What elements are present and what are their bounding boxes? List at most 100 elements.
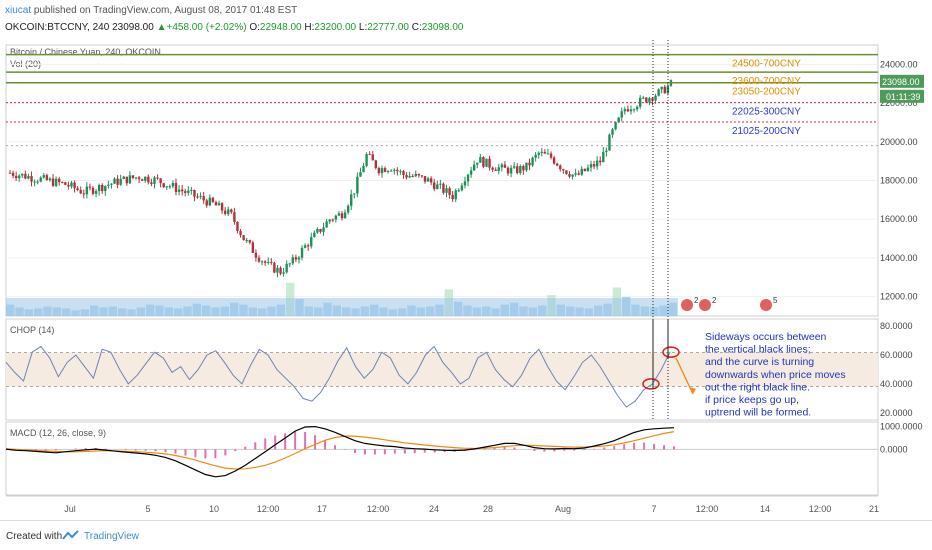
event-marker-icon (681, 299, 693, 311)
candle-body (48, 178, 52, 181)
candle-body (414, 173, 417, 177)
macd-hist-bar (603, 447, 606, 450)
low-value: 22777.00 (367, 22, 409, 33)
candle-body (97, 184, 101, 191)
annotation-line: Sideways occurs between (705, 331, 827, 343)
candle-body (279, 267, 282, 274)
candle-body (217, 203, 221, 206)
candle-body (531, 157, 534, 166)
candle-body (350, 194, 353, 206)
open-label: O: (249, 22, 260, 33)
candle-body (552, 157, 556, 164)
candle-body (648, 98, 651, 103)
candle-body (534, 154, 537, 158)
annotation-line: the vertical black lines; (705, 344, 811, 356)
candle-body (589, 164, 593, 168)
candle-body (187, 190, 190, 193)
candle-body (51, 178, 55, 186)
x-tick: 7 (651, 504, 656, 514)
candle-body (27, 176, 30, 179)
candle-body (522, 166, 525, 171)
macd-hist-bar (583, 449, 586, 451)
candle-body (223, 210, 227, 215)
candle-body (42, 175, 46, 178)
candle-body (559, 165, 562, 170)
candle-body (162, 183, 165, 188)
ohlc-bar: OKCOIN:BTCCNY, 240 23098.00 ▲+458.00 (+2… (5, 22, 463, 33)
candle-body (494, 169, 497, 171)
macd-hist-bar (244, 446, 247, 450)
tradingview-logo-icon (62, 530, 79, 540)
candle-body (405, 175, 408, 178)
candle-body (389, 170, 393, 172)
candle-body (660, 86, 663, 90)
level-label: 23050-200CNY (732, 87, 801, 98)
event-marker-icon (760, 299, 772, 311)
candle-body (220, 203, 224, 211)
candle-body (605, 150, 608, 152)
macd-hist-bar (84, 448, 87, 450)
candle-body (632, 109, 636, 111)
candle-body (448, 188, 451, 195)
candle-body (525, 162, 528, 171)
candle-body (411, 176, 414, 178)
candle-body (485, 158, 488, 167)
macd-hist-bar (433, 449, 436, 453)
candle-body (73, 182, 76, 189)
candle-body (454, 190, 457, 200)
price-y-tick: 22000.00 (880, 98, 918, 108)
high-label: H: (304, 22, 315, 33)
macd-hist-bar (44, 449, 47, 451)
candle-body (104, 185, 107, 192)
candle-body (14, 175, 18, 179)
macd-hist-bar (324, 440, 327, 450)
author-link[interactable]: xiucat (5, 5, 32, 16)
candle-body (402, 171, 405, 176)
footer: Created with TradingView (0, 520, 932, 550)
candle-body (555, 163, 559, 166)
macd-hist-bar (154, 449, 157, 452)
candle-body (399, 171, 402, 173)
candle-body (365, 154, 368, 166)
candle-body (635, 106, 639, 110)
event-marker-count: 2 (694, 296, 699, 305)
macd-hist-bar (373, 449, 376, 455)
macd-hist-bar (284, 433, 287, 450)
candle-body (125, 176, 129, 184)
candle-body (119, 178, 122, 185)
candle-body (436, 184, 439, 190)
macd-hist-bar (294, 431, 297, 450)
candle-body (472, 164, 476, 171)
tradingview-link[interactable]: TradingView (84, 531, 140, 542)
macd-hist-bar (34, 449, 37, 451)
macd-hist-bar (573, 449, 576, 451)
x-tick: 17 (317, 504, 327, 514)
last-price: 23098.00 (112, 22, 154, 33)
annotation-line: downwards when price moves (705, 369, 846, 381)
candle-body (417, 173, 421, 176)
candle-body (611, 129, 614, 135)
candle-body (506, 167, 510, 174)
countdown-badge-text: 01:11:39 (886, 92, 920, 102)
candle-body (377, 167, 381, 174)
publish-info: xiucat published on TradingView.com, Aug… (5, 5, 297, 16)
high-value: 23200.00 (314, 22, 357, 33)
candle-body (134, 177, 138, 179)
candle-body (488, 158, 491, 168)
candle-body (300, 247, 304, 258)
candle-body (574, 173, 577, 175)
macd-hist-bar (224, 449, 227, 456)
candle-body (88, 186, 92, 188)
candle-body (230, 209, 233, 213)
candle-body (168, 186, 172, 188)
chart-header: xiucat published on TradingView.com, Aug… (0, 0, 932, 40)
annotation-line: uptrend will be formed. (705, 407, 811, 419)
macd-hist-bar (144, 449, 147, 451)
candle-body (396, 169, 399, 172)
candle-body (426, 178, 430, 182)
macd-hist-bar (673, 446, 675, 450)
countdown-badge (880, 89, 924, 103)
candle-body (383, 168, 387, 172)
candle-body (666, 85, 670, 94)
